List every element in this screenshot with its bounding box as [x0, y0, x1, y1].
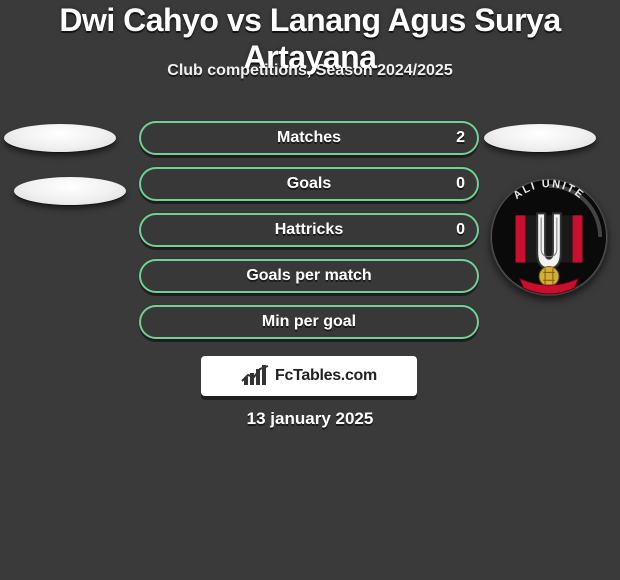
stat-label: Hattricks — [139, 213, 479, 247]
chart-icon — [241, 365, 269, 387]
player2-club-placeholder — [484, 124, 596, 152]
stat-label: Goals — [139, 167, 479, 201]
stat-row: Matches2 — [139, 121, 479, 155]
player1-club-placeholder — [4, 124, 116, 152]
stat-value: 2 — [456, 121, 465, 155]
stat-row: Goals per match — [139, 259, 479, 293]
stat-value: 0 — [456, 167, 465, 201]
comparison-subtitle: Club competitions, Season 2024/2025 — [0, 62, 620, 80]
brand-text: FcTables.com — [275, 367, 377, 385]
stat-label: Matches — [139, 121, 479, 155]
player1-club-placeholder — [14, 177, 126, 205]
stat-label: Goals per match — [139, 259, 479, 293]
stat-row: Min per goal — [139, 305, 479, 339]
stat-value: 0 — [456, 213, 465, 247]
stat-row: Hattricks0 — [139, 213, 479, 247]
stat-row: Goals0 — [139, 167, 479, 201]
brand-badge: FcTables.com — [201, 356, 417, 396]
stat-label: Min per goal — [139, 305, 479, 339]
player2-club-crest: ALI UNITE — [490, 178, 608, 296]
snapshot-date: 13 january 2025 — [0, 409, 620, 429]
